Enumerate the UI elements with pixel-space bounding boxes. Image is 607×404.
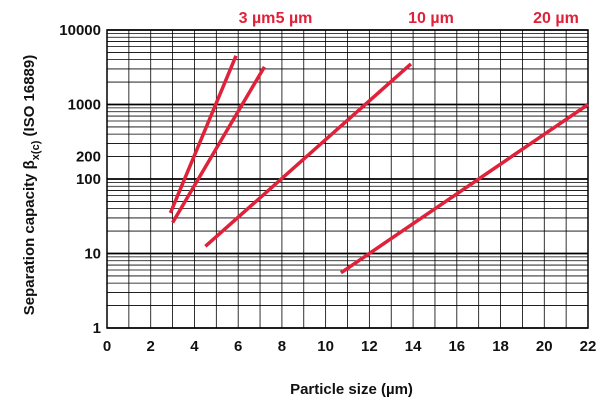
x-tick-label: 4	[190, 338, 199, 355]
x-tick-label: 8	[278, 338, 286, 355]
x-tick-label: 14	[405, 338, 422, 355]
x-tick-labels: 0 2 4 6 8 10 12 14 16 18 20 22	[103, 338, 597, 355]
series-line	[339, 103, 589, 275]
series-layer	[168, 55, 589, 275]
y-axis-title-subscript: x(c)	[30, 140, 42, 160]
x-tick-label: 22	[580, 338, 597, 355]
y-axis-title-suffix: (ISO 16889)	[21, 55, 38, 141]
x-tick-label: 12	[361, 338, 378, 355]
y-tick-label: 200	[76, 149, 101, 166]
y-axis-title: Separation capacity βx(c) (ISO 16889)	[21, 55, 42, 316]
y-tick-labels: 1 10 100 200 1000 10000	[59, 22, 101, 337]
x-tick-label: 10	[317, 338, 334, 355]
x-tick-label: 6	[234, 338, 242, 355]
plot-frame	[106, 29, 589, 329]
series-line	[168, 55, 238, 214]
y-tick-label: 100	[76, 171, 101, 188]
x-tick-label: 2	[147, 338, 155, 355]
series-line	[204, 62, 413, 248]
y-tick-label: 10000	[59, 22, 101, 39]
x-tick-label: 18	[492, 338, 509, 355]
series-label: 3 µm	[239, 10, 276, 27]
series-labels: 3 µm 5 µm 10 µm 20 µm	[239, 10, 579, 27]
x-tick-label: 0	[103, 338, 111, 355]
series-label: 20 µm	[533, 10, 579, 27]
series-label: 5 µm	[276, 10, 313, 27]
y-tick-label: 1000	[68, 97, 101, 114]
x-axis-title: Particle size (µm)	[290, 381, 413, 398]
grid	[107, 29, 588, 329]
x-tick-label: 20	[536, 338, 553, 355]
y-tick-label: 1	[93, 320, 101, 337]
series-label: 10 µm	[408, 10, 454, 27]
y-axis-title-main: Separation capacity β	[21, 160, 38, 315]
series-line	[171, 65, 266, 224]
y-tick-label: 10	[84, 246, 101, 263]
x-tick-label: 16	[448, 338, 465, 355]
